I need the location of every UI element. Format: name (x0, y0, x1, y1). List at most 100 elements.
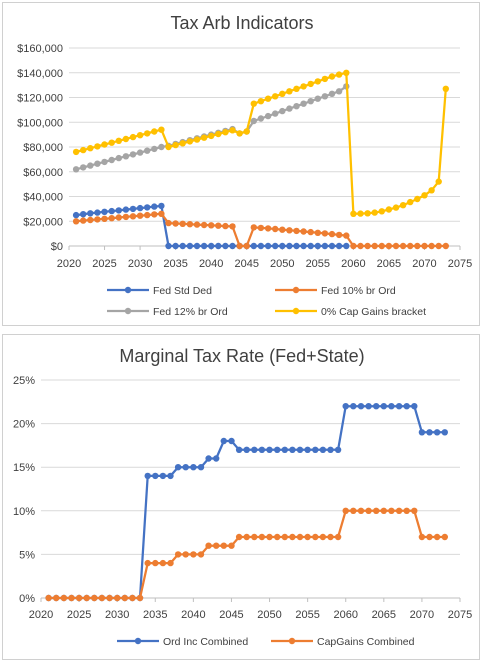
data-point-0-cap-gains-bracket (279, 90, 286, 98)
data-point-0-cap-gains-bracket (328, 73, 336, 80)
data-point-fed-10-br-ord (215, 222, 222, 229)
data-point-fed-10-br-ord (229, 223, 236, 230)
data-point-fed-10-br-ord (378, 242, 385, 250)
data-point-capgains-combined (197, 551, 205, 558)
data-point-fed-std-ded (108, 207, 115, 215)
data-point-ord-inc-combined (395, 403, 403, 410)
data-point-0-cap-gains-bracket (371, 209, 378, 216)
data-point-fed-10-br-ord (357, 242, 364, 250)
legend-label: CapGains Combined (317, 636, 415, 648)
data-point-0-cap-gains-bracket (72, 148, 80, 156)
data-point-ord-inc-combined (174, 464, 182, 471)
data-point-fed-std-ded (300, 242, 307, 250)
x-tick-label: 2050 (257, 609, 281, 621)
y-tick-label: 25% (13, 375, 35, 387)
data-point-0-cap-gains-bracket (87, 145, 94, 152)
data-point-capgains-combined (319, 533, 327, 541)
data-point-fed-std-ded (186, 242, 194, 250)
data-point-fed-std-ded (179, 242, 186, 250)
data-point-ord-inc-combined (289, 446, 296, 453)
data-point-capgains-combined (327, 533, 334, 541)
data-point-fed-10-br-ord (115, 214, 123, 221)
y-tick-label: $160,000 (17, 43, 63, 55)
series-0-cap-gains-bracket (72, 69, 449, 217)
data-point-fed-10-br-ord (186, 221, 194, 228)
data-point-fed-10-br-ord (399, 242, 407, 250)
chart-title: Tax Arb Indicators (170, 13, 313, 33)
legend-entry-ord-inc-combined: Ord Inc Combined (117, 636, 248, 648)
legend-entry-fed-10-br-ord: Fed 10% br Ord (275, 285, 396, 297)
data-point-capgains-combined (365, 507, 372, 514)
y-tick-label: $120,000 (17, 93, 63, 105)
data-point-ord-inc-combined (342, 403, 349, 410)
data-point-fed-10-br-ord (236, 242, 243, 250)
data-point-fed-10-br-ord (94, 216, 101, 223)
data-point-0-cap-gains-bracket (222, 129, 229, 136)
data-point-fed-std-ded (328, 242, 336, 250)
data-point-0-cap-gains-bracket (442, 85, 449, 93)
data-point-fed-10-br-ord (307, 228, 314, 236)
data-point-0-cap-gains-bracket (343, 69, 350, 77)
data-point-fed-10-br-ord (222, 222, 229, 230)
data-point-fed-std-ded (200, 242, 208, 250)
data-point-fed-10-br-ord (428, 242, 435, 250)
data-point-fed-10-br-ord (371, 242, 378, 250)
data-point-ord-inc-combined (258, 446, 266, 453)
data-point-fed-std-ded (115, 207, 123, 214)
data-point-fed-10-br-ord (158, 210, 165, 217)
data-point-fed-12-br-ord (151, 145, 158, 153)
data-point-fed-10-br-ord (279, 226, 286, 233)
data-point-capgains-combined (167, 559, 174, 567)
data-point-fed-10-br-ord (272, 225, 279, 233)
data-point-capgains-combined (75, 594, 83, 602)
x-tick-label: 2045 (219, 609, 243, 621)
data-point-fed-12-br-ord (335, 88, 343, 95)
data-point-fed-12-br-ord (286, 105, 293, 112)
x-tick-label: 2055 (306, 258, 330, 270)
data-point-0-cap-gains-bracket (165, 143, 172, 151)
data-point-ord-inc-combined (373, 403, 380, 410)
data-point-ord-inc-combined (152, 472, 159, 480)
data-point-capgains-combined (312, 533, 319, 541)
data-point-capgains-combined (441, 533, 448, 541)
data-point-capgains-combined (289, 533, 296, 541)
data-point-0-cap-gains-bracket (215, 130, 222, 138)
data-point-fed-10-br-ord (364, 242, 371, 250)
data-point-0-cap-gains-bracket (378, 208, 385, 215)
series-fed-std-ded (72, 202, 350, 250)
data-point-fed-10-br-ord (385, 242, 393, 250)
data-point-0-cap-gains-bracket (364, 210, 371, 217)
legend-marker (288, 637, 296, 645)
data-point-fed-10-br-ord (151, 211, 158, 218)
data-point-fed-std-ded (272, 242, 279, 250)
data-point-0-cap-gains-bracket (144, 130, 151, 137)
data-point-capgains-combined (228, 542, 235, 549)
x-tick-label: 2045 (234, 258, 258, 270)
data-point-fed-std-ded (264, 242, 272, 250)
y-tick-label: $100,000 (17, 117, 63, 129)
series-ord-inc-combined (45, 403, 448, 602)
data-point-fed-10-br-ord (328, 230, 336, 238)
data-point-fed-10-br-ord (350, 242, 357, 250)
data-point-ord-inc-combined (144, 472, 151, 480)
data-point-capgains-combined (83, 594, 90, 602)
data-point-ord-inc-combined (388, 403, 395, 410)
legend-label: Fed 12% br Ord (153, 306, 228, 318)
data-point-fed-10-br-ord (407, 242, 414, 250)
data-point-ord-inc-combined (296, 446, 304, 453)
data-point-0-cap-gains-bracket (314, 78, 321, 85)
y-tick-label: 20% (13, 419, 35, 431)
data-point-capgains-combined (334, 533, 342, 541)
marginal-tax-rate-chart: Marginal Tax Rate (Fed+State) 0% 5% 10% 15% 2… (13, 346, 472, 648)
data-point-fed-12-br-ord (279, 107, 286, 115)
data-point-fed-10-br-ord (435, 242, 442, 250)
data-point-ord-inc-combined (213, 455, 220, 462)
legend-label: 0% Cap Gains bracket (321, 306, 426, 318)
data-point-capgains-combined (114, 594, 121, 602)
data-point-0-cap-gains-bracket (129, 133, 137, 141)
data-point-capgains-combined (266, 533, 273, 541)
data-point-ord-inc-combined (266, 446, 273, 453)
data-point-ord-inc-combined (304, 446, 311, 453)
data-point-fed-10-br-ord (264, 225, 272, 232)
data-point-capgains-combined (68, 594, 75, 602)
